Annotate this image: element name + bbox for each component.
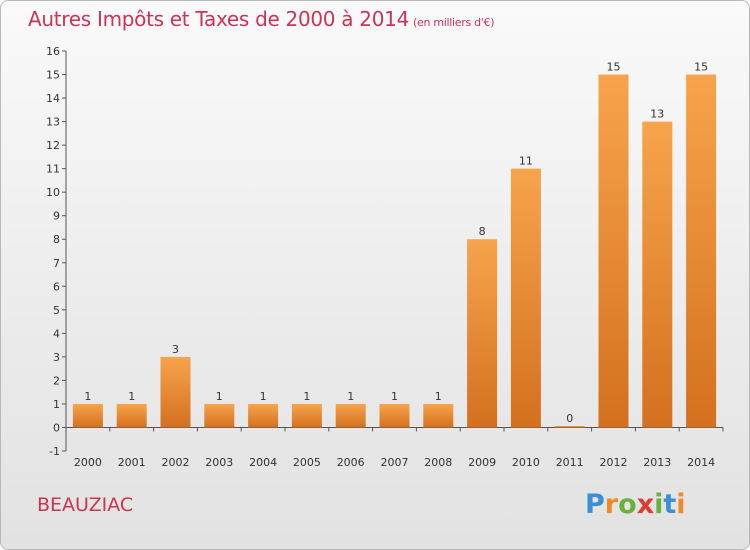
bar xyxy=(554,425,585,428)
x-tick-label: 2000 xyxy=(74,456,102,469)
x-tick-label: 2008 xyxy=(424,456,452,469)
data-label: 3 xyxy=(172,343,179,356)
bar xyxy=(160,356,191,428)
data-label: 8 xyxy=(479,225,486,238)
bar xyxy=(379,403,410,428)
y-tick-label: 10 xyxy=(46,186,60,199)
bar xyxy=(598,74,629,428)
data-label: 13 xyxy=(650,108,664,121)
x-tick-label: 2011 xyxy=(556,456,584,469)
x-tick-label: 2010 xyxy=(512,456,540,469)
data-label: 1 xyxy=(391,390,398,403)
y-tick-label: 11 xyxy=(46,163,60,176)
y-tick-label: 7 xyxy=(53,257,60,270)
logo-letter: x xyxy=(636,489,655,520)
bar xyxy=(642,121,673,428)
x-tick-label: 2014 xyxy=(687,456,715,469)
bar xyxy=(291,403,322,428)
y-tick-label: 6 xyxy=(53,280,60,293)
data-label: 1 xyxy=(84,390,91,403)
logo-letter: t xyxy=(663,489,677,520)
x-tick-label: 2003 xyxy=(205,456,233,469)
data-label: 1 xyxy=(347,390,354,403)
y-tick-label: 8 xyxy=(53,233,60,246)
data-label: 1 xyxy=(128,390,135,403)
bar xyxy=(72,403,103,428)
x-tick-label: 2006 xyxy=(337,456,365,469)
data-label: 11 xyxy=(519,155,533,168)
logo-letter: r xyxy=(604,489,619,520)
x-tick-label: 2001 xyxy=(118,456,146,469)
y-tick-label: 1 xyxy=(53,398,60,411)
y-tick-label: 15 xyxy=(46,69,60,82)
x-tick-label: 2002 xyxy=(162,456,190,469)
y-tick-label: 0 xyxy=(53,421,60,434)
logo-letter: o xyxy=(618,489,637,520)
y-tick-label: 3 xyxy=(53,351,60,364)
bar xyxy=(335,403,366,428)
data-label: 1 xyxy=(435,390,442,403)
y-tick-label: 9 xyxy=(53,210,60,223)
logo-letter: i xyxy=(654,489,664,520)
x-tick-label: 2007 xyxy=(381,456,409,469)
commune-name: BEAUZIAC xyxy=(37,494,134,516)
data-label: 15 xyxy=(694,61,708,74)
x-tick-label: 2013 xyxy=(643,456,671,469)
bar xyxy=(510,168,541,428)
data-label: 15 xyxy=(607,61,621,74)
y-tick-label: -1 xyxy=(49,445,60,458)
data-label: 0 xyxy=(566,412,573,425)
proxiti-logo: Proxiti xyxy=(585,489,686,520)
y-tick-label: 14 xyxy=(46,92,60,105)
y-tick-label: 13 xyxy=(46,116,60,129)
x-tick-label: 2009 xyxy=(468,456,496,469)
title-text: Autres Impôts et Taxes de 2000 à 2014 xyxy=(28,7,409,31)
bar xyxy=(467,239,498,428)
y-tick-label: 2 xyxy=(53,374,60,387)
x-tick-label: 2012 xyxy=(600,456,628,469)
data-label: 1 xyxy=(260,390,267,403)
data-label: 1 xyxy=(303,390,310,403)
x-tick-label: 2004 xyxy=(249,456,277,469)
y-tick-label: 5 xyxy=(53,304,60,317)
y-tick-label: 4 xyxy=(53,327,60,340)
y-tick-label: 12 xyxy=(46,139,60,152)
logo-letter: i xyxy=(676,489,686,520)
bar xyxy=(204,403,235,428)
logo-letter: P xyxy=(585,489,605,520)
bar xyxy=(423,403,454,428)
title-unit: (en milliers d'€) xyxy=(413,16,495,29)
chart-title: Autres Impôts et Taxes de 2000 à 2014 (en… xyxy=(28,7,494,31)
bar xyxy=(686,74,717,428)
x-tick-label: 2005 xyxy=(293,456,321,469)
y-tick-label: 16 xyxy=(46,45,60,58)
bar xyxy=(248,403,279,428)
bar xyxy=(116,403,147,428)
data-label: 1 xyxy=(216,390,223,403)
